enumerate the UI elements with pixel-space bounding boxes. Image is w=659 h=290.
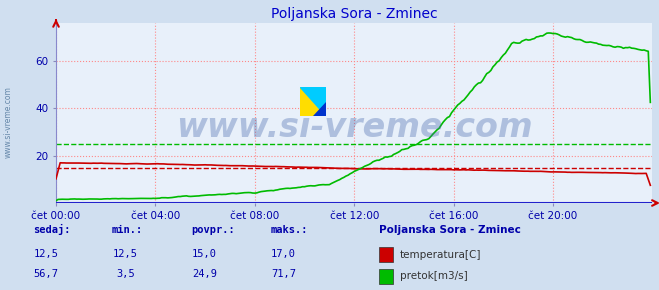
Text: temperatura[C]: temperatura[C]: [400, 250, 482, 260]
Text: povpr.:: povpr.:: [191, 225, 235, 235]
Text: pretok[m3/s]: pretok[m3/s]: [400, 271, 468, 281]
Polygon shape: [313, 102, 326, 116]
Text: 24,9: 24,9: [192, 269, 217, 279]
Text: www.si-vreme.com: www.si-vreme.com: [176, 111, 532, 144]
Text: 3,5: 3,5: [116, 269, 134, 279]
Text: min.:: min.:: [112, 225, 143, 235]
Text: Poljanska Sora - Zminec: Poljanska Sora - Zminec: [379, 225, 521, 235]
Text: 12,5: 12,5: [113, 249, 138, 259]
Title: Poljanska Sora - Zminec: Poljanska Sora - Zminec: [271, 7, 438, 21]
Text: 56,7: 56,7: [34, 269, 59, 279]
Text: sedaj:: sedaj:: [33, 224, 71, 235]
Polygon shape: [300, 87, 326, 116]
Text: 71,7: 71,7: [271, 269, 296, 279]
Text: 12,5: 12,5: [34, 249, 59, 259]
Text: 17,0: 17,0: [271, 249, 296, 259]
Text: maks.:: maks.:: [270, 225, 308, 235]
Text: 15,0: 15,0: [192, 249, 217, 259]
Text: www.si-vreme.com: www.si-vreme.com: [3, 86, 13, 158]
Polygon shape: [300, 87, 326, 116]
